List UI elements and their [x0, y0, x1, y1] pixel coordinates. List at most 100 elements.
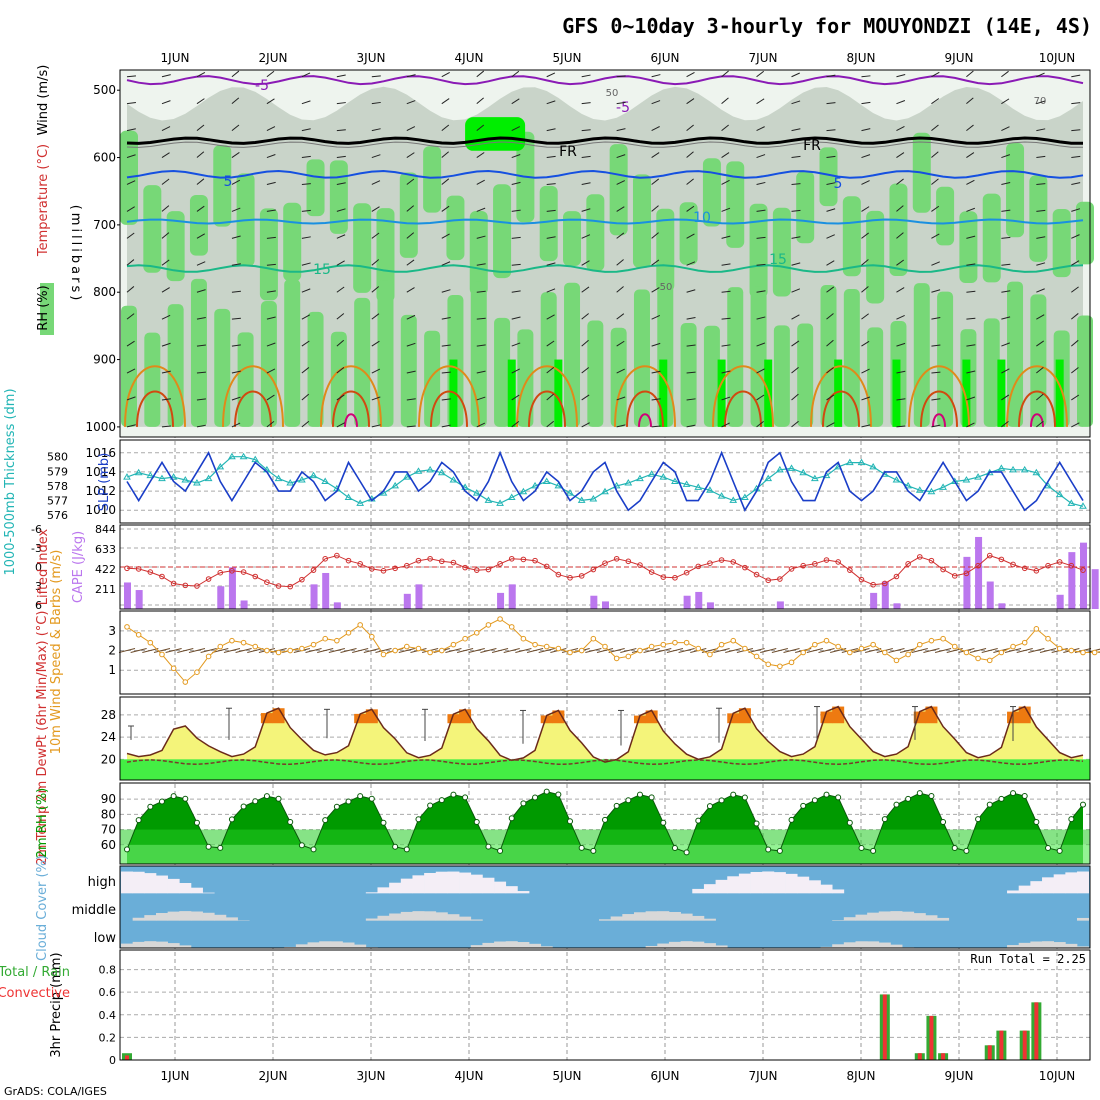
wind-barb [546, 314, 555, 320]
wind-speed-marker [380, 651, 387, 658]
thickness-marker [309, 471, 318, 479]
temp-axis-label: 2m Temp 2m DewPt (6hr Min/Max) (°C) [35, 611, 50, 866]
x-tick-label-bottom: 3JUN [357, 1069, 386, 1083]
rh2m-marker [543, 788, 550, 795]
rh2m-marker [1056, 847, 1063, 854]
wind-barb [1071, 182, 1081, 185]
wind-speed-marker [823, 637, 830, 644]
rh-70-region [564, 282, 581, 427]
rh-70-region [563, 211, 582, 267]
wind-barb [126, 340, 135, 347]
wind-speed-marker [170, 665, 177, 672]
wind-barb [266, 236, 276, 239]
wind-barb [126, 313, 135, 320]
rh2m-marker [625, 797, 632, 804]
lifted-index-marker [998, 556, 1005, 563]
lifted-index-marker [264, 579, 270, 586]
low-cloud-bar [494, 941, 507, 948]
wind-barb [441, 98, 450, 105]
wind-barb [196, 205, 205, 212]
rh-70-region [1077, 315, 1093, 427]
rh-70-region [306, 159, 325, 217]
rh2m-marker [193, 819, 200, 826]
low-cloud-bar [505, 941, 518, 948]
lifted-index-marker [1045, 562, 1051, 569]
rh-70-region [609, 144, 628, 236]
wind-barb [511, 368, 520, 374]
wind-barb [1071, 155, 1081, 159]
rh-70-region [750, 286, 767, 427]
wind-barb [126, 180, 136, 185]
wind-barb [1036, 393, 1044, 401]
wind-speed-marker [602, 643, 608, 650]
wind-barb [546, 236, 556, 239]
wind-speed-marker [847, 649, 853, 656]
lifted-index-marker [1010, 561, 1016, 568]
cape-bar [240, 600, 248, 609]
high-cloud-bar [190, 887, 203, 894]
low-cloud-bar [144, 941, 157, 948]
contour-label: FR [559, 144, 577, 160]
wind-speed-marker [940, 635, 946, 642]
lifted-index-marker [951, 573, 958, 579]
wind-barb [931, 424, 941, 428]
rh2m-marker [485, 843, 492, 850]
cape-bar [986, 581, 994, 609]
precip-tick-label: 0 [109, 1054, 116, 1067]
rh2m-marker [322, 817, 329, 824]
wind-barb [896, 342, 906, 347]
high-cloud-bar [435, 871, 448, 894]
thickness-marker [892, 476, 901, 483]
wind-barb [581, 394, 590, 401]
lifted-index-marker [438, 558, 445, 565]
rh-tick-label: 70 [101, 823, 116, 837]
middle-cloud-bar [190, 911, 203, 921]
wind-barb [581, 367, 590, 374]
wind-barb [266, 263, 276, 266]
thickness-marker [1009, 465, 1017, 473]
low-cloud-bar [179, 945, 192, 948]
wind-tick-label: 3 [108, 624, 116, 638]
wind-speed-marker [497, 616, 503, 622]
wind-barb [196, 316, 206, 320]
lifted-index-marker [532, 557, 538, 564]
wind-barb [301, 262, 311, 266]
rh2m-marker [916, 790, 923, 797]
wind-barb [126, 259, 135, 266]
precip-total-label: Total / Rain [0, 965, 70, 980]
rh-90-region [997, 359, 1006, 427]
wind-speed-marker [637, 647, 643, 654]
lifted-index-marker [415, 557, 422, 564]
wind-barb [231, 235, 241, 239]
wind-barb [861, 286, 869, 293]
thickness-marker [997, 464, 1006, 471]
rh2m-marker [940, 818, 947, 825]
wind-barb [406, 398, 416, 401]
wind-barb [161, 100, 171, 105]
lifted-index-marker [742, 564, 748, 571]
wind-barb [966, 317, 976, 320]
wind-speed-marker [858, 645, 865, 652]
wind-speed-marker [963, 649, 970, 656]
rh2m-marker [730, 791, 737, 798]
wind-barb [1036, 420, 1044, 428]
wind-barb [931, 151, 939, 158]
wind-speed-marker [718, 641, 725, 648]
wind-barb [1001, 70, 1009, 78]
li-tick-label: 0 [35, 561, 42, 574]
cape-bar [1091, 569, 1099, 609]
thickness-marker [717, 492, 726, 499]
rh2m-marker [473, 818, 480, 825]
wind-barb [931, 98, 940, 105]
wind-speed-marker [555, 645, 562, 652]
low-cloud-bar [890, 944, 903, 948]
wind-barb [581, 102, 591, 105]
wind-barb [406, 425, 416, 428]
high-cloud-bar [400, 878, 413, 894]
wind-barb [1071, 234, 1080, 239]
middle-cloud-bar [867, 912, 880, 921]
high-cloud-bar [459, 872, 472, 894]
wind-barb [406, 342, 416, 347]
high-cloud-bar [1042, 877, 1055, 894]
high-cloud-bar [785, 873, 798, 894]
